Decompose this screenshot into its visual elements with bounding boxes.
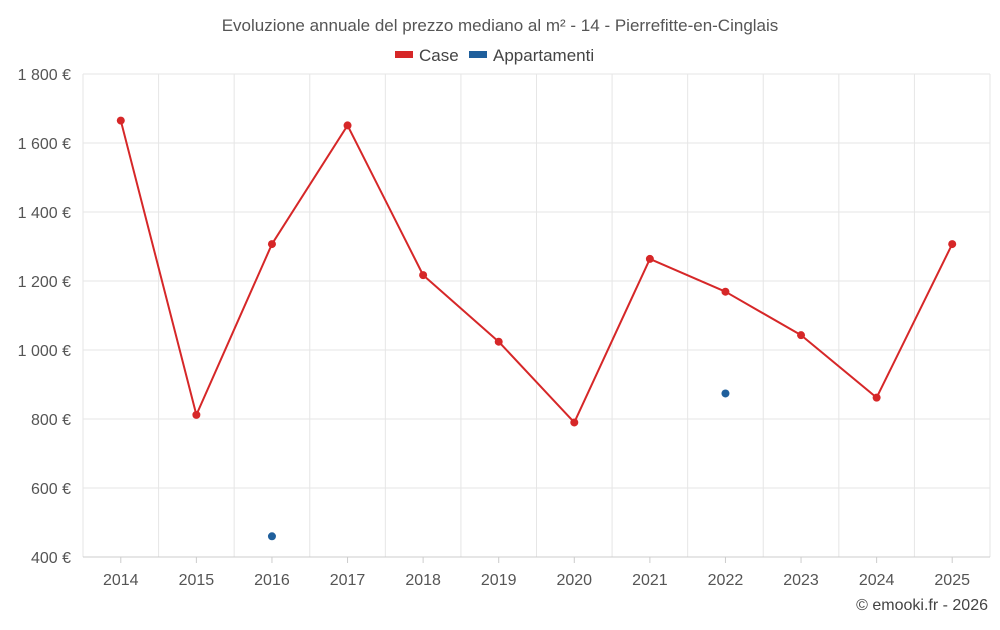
- credit-text: © emooki.fr - 2026: [856, 597, 988, 614]
- data-point-appartamenti[interactable]: [721, 389, 730, 398]
- x-tick-label: 2017: [330, 572, 366, 589]
- series-line-case: [497, 340, 576, 424]
- data-point-case[interactable]: [570, 418, 579, 427]
- x-tick-label: 2019: [481, 572, 517, 589]
- grid: [82, 73, 991, 557]
- data-point-case[interactable]: [267, 240, 276, 249]
- axes: 400 € 600 € 800 € 1 000 € 1 200 € 1 400 € 1 60…: [18, 67, 990, 589]
- data-point-case[interactable]: [872, 393, 881, 402]
- series-line-case: [270, 124, 349, 246]
- x-tick-label: 2021: [632, 572, 668, 589]
- data-point-case[interactable]: [116, 116, 125, 125]
- data-point-case[interactable]: [419, 271, 428, 280]
- y-tick-label: 1 800 €: [18, 67, 71, 84]
- y-tick-label: 400 €: [31, 550, 71, 567]
- legend-item-appartamenti[interactable]: Appartamenti: [469, 46, 594, 65]
- chart-title: Evoluzione annuale del prezzo mediano al…: [222, 16, 779, 35]
- x-tick-label: 2024: [859, 572, 895, 589]
- series-line-case: [195, 243, 273, 416]
- legend-item-case[interactable]: Case: [395, 46, 459, 65]
- series-line-case: [875, 243, 954, 399]
- series: [116, 116, 957, 541]
- x-tick-label: 2025: [934, 572, 970, 589]
- series-line-case: [648, 257, 727, 293]
- data-point-case[interactable]: [948, 240, 957, 249]
- data-point-case[interactable]: [645, 254, 654, 263]
- series-line-case: [119, 119, 198, 416]
- data-point-case[interactable]: [494, 337, 503, 346]
- data-point-case[interactable]: [192, 410, 201, 419]
- legend-swatch-case: [395, 51, 413, 58]
- legend-swatch-appartamenti: [469, 51, 487, 58]
- series-line-case: [800, 334, 878, 399]
- data-point-appartamenti[interactable]: [267, 532, 276, 541]
- data-point-case[interactable]: [343, 121, 352, 130]
- series-line-case: [346, 124, 425, 277]
- x-tick-label: 2022: [708, 572, 744, 589]
- legend-label-case: Case: [419, 46, 459, 65]
- y-tick-label: 1 400 €: [18, 205, 71, 222]
- y-tick-label: 1 000 €: [18, 343, 71, 360]
- data-point-case[interactable]: [797, 331, 806, 340]
- legend-label-appartamenti: Appartamenti: [493, 46, 594, 65]
- x-tick-label: 2020: [556, 572, 592, 589]
- series-line-case: [422, 274, 500, 343]
- x-tick-label: 2018: [405, 572, 441, 589]
- y-tick-label: 1 600 €: [18, 136, 71, 153]
- series-line-case: [573, 257, 651, 424]
- y-tick-label: 600 €: [31, 481, 71, 498]
- data-point-case[interactable]: [721, 287, 730, 296]
- x-tick-label: 2014: [103, 572, 139, 589]
- y-tick-label: 800 €: [31, 412, 71, 429]
- legend: Case Appartamenti: [395, 46, 594, 65]
- x-tick-label: 2015: [179, 572, 215, 589]
- x-tick-label: 2016: [254, 572, 290, 589]
- y-tick-label: 1 200 €: [18, 274, 71, 291]
- series-line-case: [724, 290, 803, 337]
- x-tick-label: 2023: [783, 572, 819, 589]
